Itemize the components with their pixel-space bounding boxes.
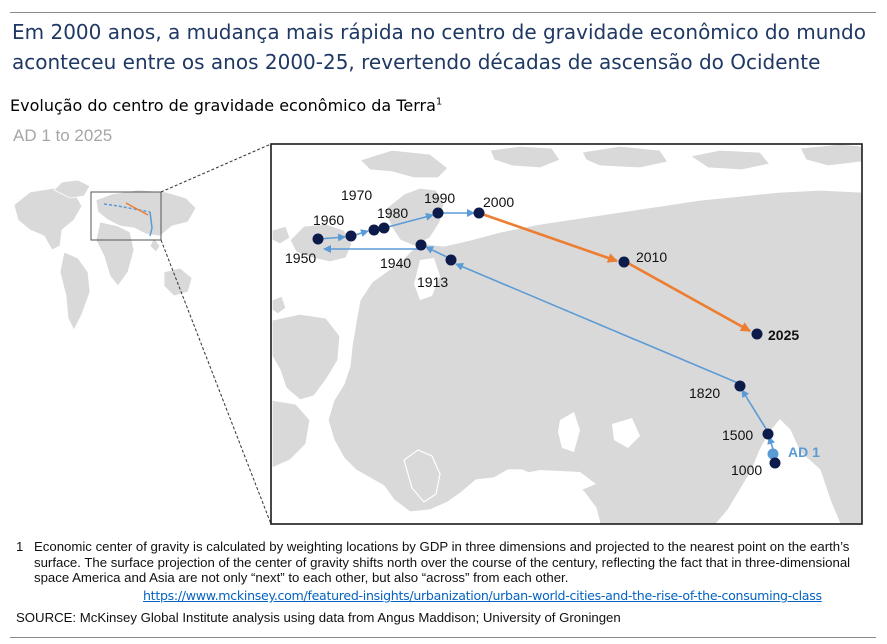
- headline: Em 2000 anos, a mudança mais rápida no c…: [12, 20, 866, 74]
- path-2000-2010: [481, 212, 618, 263]
- path-1913-1940: [425, 246, 450, 259]
- point-ad1: [767, 448, 779, 460]
- world-inset-map: [13, 179, 197, 331]
- point-label-1500: 1500: [722, 427, 753, 443]
- point-label-2010: 2010: [636, 249, 667, 265]
- point-1950: [312, 233, 324, 245]
- point-1820: [734, 380, 746, 392]
- point-label-ad1: AD 1: [788, 444, 820, 460]
- point-label-1960: 1960: [313, 212, 344, 228]
- point-label-1940: 1940: [380, 255, 411, 271]
- point-label-2000: 2000: [483, 194, 514, 210]
- zoom-connector-top: [160, 143, 272, 193]
- point-label-1980: 1980: [377, 205, 408, 221]
- path-recent-segments: [481, 212, 751, 333]
- point-label-1950: 1950: [285, 250, 316, 266]
- point-2010: [618, 256, 630, 268]
- zoom-connector-bottom: [160, 239, 272, 525]
- point-1990: [432, 207, 444, 219]
- point-label-1820: 1820: [689, 385, 720, 401]
- point-label-1913: 1913: [417, 274, 448, 290]
- point-1940: [415, 239, 427, 251]
- point-label-1000: 1000: [731, 462, 762, 478]
- date-range-label: AD 1 to 2025: [13, 126, 113, 145]
- zoom-map-frame: [270, 143, 863, 525]
- point-label-1970: 1970: [341, 187, 372, 203]
- point-1960: [345, 230, 357, 242]
- point-1000: [769, 457, 781, 469]
- subtitle-footnote-ref: 1: [435, 96, 443, 108]
- zoom-map-water: [272, 258, 640, 524]
- point-1913: [445, 254, 457, 266]
- gravity-points: AD 1 1000 1500 1820 1913 1940 1950 1960 1970 1980…: [285, 187, 820, 478]
- point-label-1990: 1990: [424, 190, 455, 206]
- path-1980-1990: [383, 212, 434, 229]
- inset-highlight-box: [90, 191, 162, 241]
- zoom-map-land: [271, 144, 862, 524]
- path-2010-2025: [625, 260, 751, 333]
- source-note: SOURCE: McKinsey Global Institute analys…: [16, 610, 621, 625]
- subtitle: Evolução do centro de gravidade econômic…: [10, 96, 442, 115]
- point-1970: [368, 224, 380, 236]
- point-2000: [473, 207, 485, 219]
- inset-path-preview: [103, 202, 153, 237]
- path-1500-1820: [741, 389, 769, 433]
- point-1980: [378, 222, 390, 234]
- point-2025: [751, 328, 763, 340]
- subtitle-text: Evolução do centro de gravidade econômic…: [10, 96, 436, 115]
- point-1500: [762, 428, 774, 440]
- top-rule: [10, 12, 876, 13]
- path-1820-1913: [455, 263, 739, 384]
- source-link[interactable]: https://www.mckinsey.com/featured-insigh…: [143, 588, 822, 603]
- footnote-number: 1: [16, 539, 24, 554]
- point-label-2025: 2025: [768, 327, 799, 343]
- footnote-text: Economic center of gravity is calculated…: [34, 539, 851, 586]
- bottom-rule: [10, 637, 876, 638]
